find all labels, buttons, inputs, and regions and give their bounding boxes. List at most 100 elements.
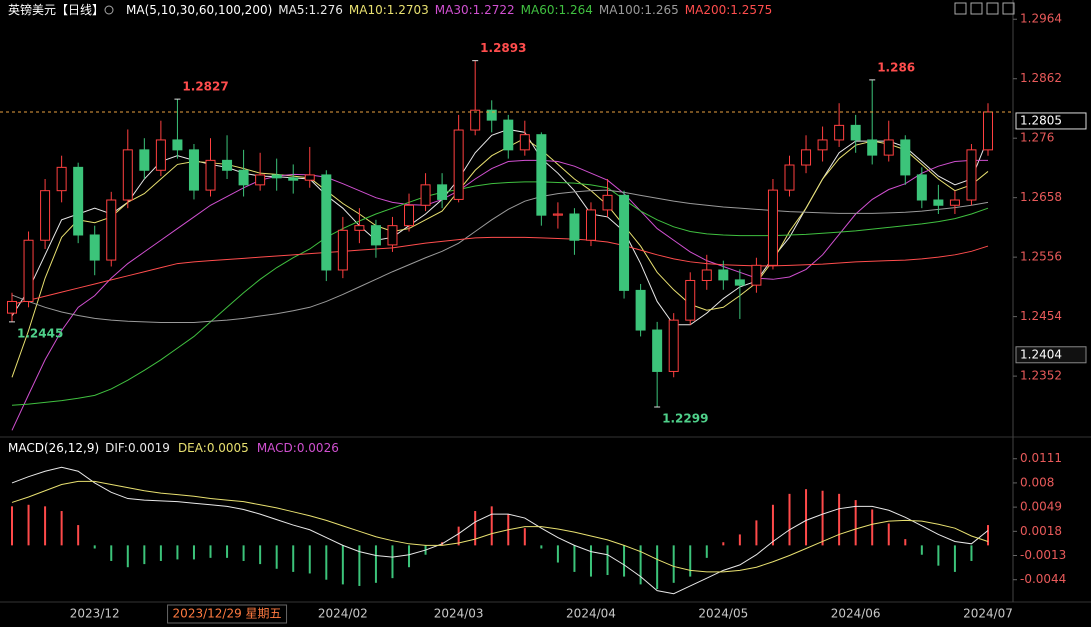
legend-entry: MA30:1.2722 <box>435 3 515 17</box>
candle-body <box>916 174 927 201</box>
candle-body <box>784 164 795 191</box>
candle-body <box>685 279 696 321</box>
icon[interactable] <box>970 2 983 15</box>
candle-body <box>652 329 663 372</box>
candle-body <box>420 184 431 206</box>
candle-body <box>850 124 861 141</box>
indicator-name-part: MA(5,10,30,60,100,200) <box>126 3 272 17</box>
legend-entry-part: : <box>304 3 308 17</box>
macd-title: MACD(26,12,9) <box>8 441 99 455</box>
x-tick-label: 2024/02 <box>318 607 368 621</box>
candle-body <box>155 139 166 171</box>
last-price-label: 1.2805 <box>1020 113 1062 127</box>
legend-entry-part: MA60 <box>521 3 555 17</box>
legend-entry-part: : <box>640 3 644 17</box>
candle-body <box>255 174 266 186</box>
legend-entry: MACD:0.0026 <box>257 441 339 455</box>
indicator-name: MA(5,10,30,60,100,200) <box>126 3 272 17</box>
legend-entry-part: 1.2703 <box>387 3 429 17</box>
candle-body <box>949 199 960 206</box>
y-tick-label: 1.2556 <box>1020 250 1062 264</box>
candle-body <box>188 149 199 191</box>
candle-body <box>767 189 778 266</box>
candle-body <box>900 139 911 176</box>
candle-body <box>106 199 117 261</box>
legend-entry-part: : <box>555 3 559 17</box>
y-tick-label: 0.0049 <box>1020 500 1062 514</box>
legend-entry: MA5:1.276 <box>278 3 343 17</box>
y-tick-label: 0.0018 <box>1020 524 1062 538</box>
candle-body <box>503 119 514 151</box>
x-tick-label: 2024/03 <box>434 607 484 621</box>
legend-entry-part: 1.276 <box>309 3 343 17</box>
candle-body <box>370 225 381 246</box>
legend-entry-part: DIF <box>105 441 125 455</box>
candle-body <box>734 279 745 286</box>
legend-entry-part: 1.265 <box>644 3 678 17</box>
icon[interactable] <box>986 2 999 15</box>
y-tick-label: 1.2964 <box>1020 12 1062 26</box>
candle-body <box>304 174 315 181</box>
low-label: 1.2299 <box>662 412 708 426</box>
candle-body <box>23 239 34 302</box>
y-tick-label: 1.2454 <box>1020 309 1062 323</box>
candle-body <box>437 184 448 200</box>
candle-body <box>602 194 613 211</box>
candle-body <box>668 319 679 372</box>
cursor-date-box <box>167 604 288 624</box>
candle-body <box>172 139 183 151</box>
legend-entry-part: : <box>726 3 730 17</box>
candle-body <box>569 213 580 241</box>
icon <box>104 5 114 15</box>
y-tick-label: 1.276 <box>1020 131 1054 145</box>
legend-entry-part: MA5 <box>278 3 304 17</box>
icon[interactable] <box>1002 2 1015 15</box>
candle-body <box>271 174 282 179</box>
x-tick-label: 2024/07 <box>963 607 1013 621</box>
legend-entry-part: MACD <box>257 441 293 455</box>
legend-entry-part: MA100 <box>599 3 640 17</box>
candle-body <box>883 139 894 156</box>
cursor-date-label: 2023/12/29 星期五 <box>173 607 282 621</box>
x-tick-label: 2024/05 <box>698 607 748 621</box>
candle-body <box>801 149 812 166</box>
candle-body <box>222 159 233 171</box>
candle-body <box>337 229 348 271</box>
legend-entry-part: DEA <box>178 441 204 455</box>
candle-body <box>536 134 547 216</box>
legend-entry-part: : <box>124 441 128 455</box>
legend-entry-part: : <box>469 3 473 17</box>
high-label: 1.286 <box>877 60 915 74</box>
y-tick-label: -0.0044 <box>1020 572 1066 586</box>
x-tick-label: 2023/12 <box>70 607 120 621</box>
ma-line <box>11 236 989 305</box>
candle-body <box>834 124 845 141</box>
candle-body <box>817 139 828 151</box>
candle-body <box>56 166 67 192</box>
candle-body <box>751 264 762 286</box>
candle-body <box>718 269 729 281</box>
candle-body <box>73 166 84 236</box>
ma-line <box>11 159 988 431</box>
legend-entry: MA60:1.264 <box>521 3 593 17</box>
legend-entry-part: : <box>203 441 207 455</box>
candle-body <box>404 204 415 227</box>
y-tick-label: 1.2352 <box>1020 369 1062 383</box>
candle-body <box>387 225 398 246</box>
icon[interactable] <box>954 2 967 15</box>
y-tick-label: 0.008 <box>1020 475 1054 489</box>
candle-body <box>238 169 249 186</box>
candle-body <box>552 213 563 216</box>
legend-entry: MA10:1.2703 <box>349 3 429 17</box>
ma-line <box>11 137 989 378</box>
candle-body <box>122 149 133 201</box>
ma-line <box>11 189 989 323</box>
candle-body <box>933 199 944 206</box>
x-tick-label: 2024/04 <box>566 607 616 621</box>
chart-title: 英镑美元【日线】 <box>8 2 104 17</box>
legend-entry: DIF:0.0019 <box>105 441 170 455</box>
candle-body <box>321 174 332 271</box>
candle-body <box>453 129 464 200</box>
candle-body <box>585 209 596 241</box>
